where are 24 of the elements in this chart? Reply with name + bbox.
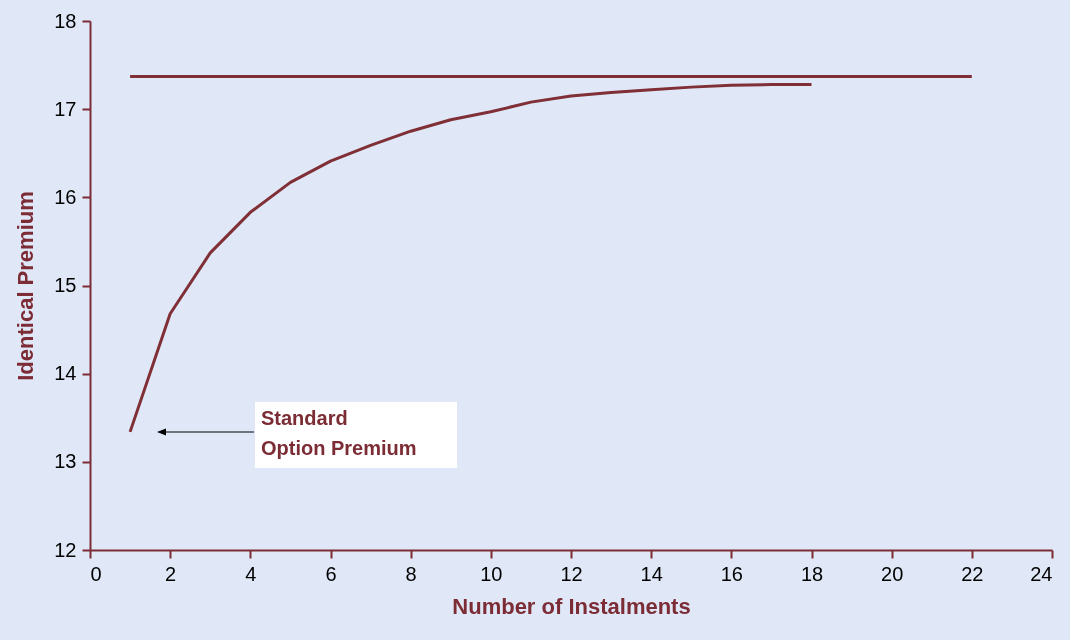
x-tick-label: 14 [640, 562, 663, 585]
x-tick-label: 4 [245, 562, 257, 585]
y-axis-title: Identical Premium [13, 191, 39, 381]
y-tick-label: 15 [54, 274, 77, 296]
x-tick-label: 2 [165, 562, 177, 585]
x-axis-title: Number of Instalments [452, 593, 691, 619]
y-tick-label: 16 [54, 185, 77, 208]
x-tick-label: 10 [480, 562, 503, 585]
x-tick-label: 0 [90, 562, 102, 585]
y-tick-label: 14 [54, 362, 77, 385]
y-tick-label: 12 [54, 538, 77, 561]
x-tick-label: 22 [961, 562, 984, 585]
annotation: Standard Option Premium [261, 407, 417, 459]
line-series [128, 82, 813, 434]
x-tick-label: 24 [1030, 562, 1053, 585]
x-tick-label: 6 [325, 562, 337, 585]
x-tick-label: 12 [560, 562, 583, 585]
y-tick-label: 17 [54, 97, 77, 120]
x-tick-label: 18 [800, 562, 824, 585]
y-tick-label: 18 [54, 9, 77, 32]
y-tick-label: 13 [54, 450, 77, 473]
x-tick-label: 20 [881, 562, 904, 585]
x-tick-label: 8 [405, 562, 417, 585]
x-tick-label: 16 [720, 562, 743, 585]
